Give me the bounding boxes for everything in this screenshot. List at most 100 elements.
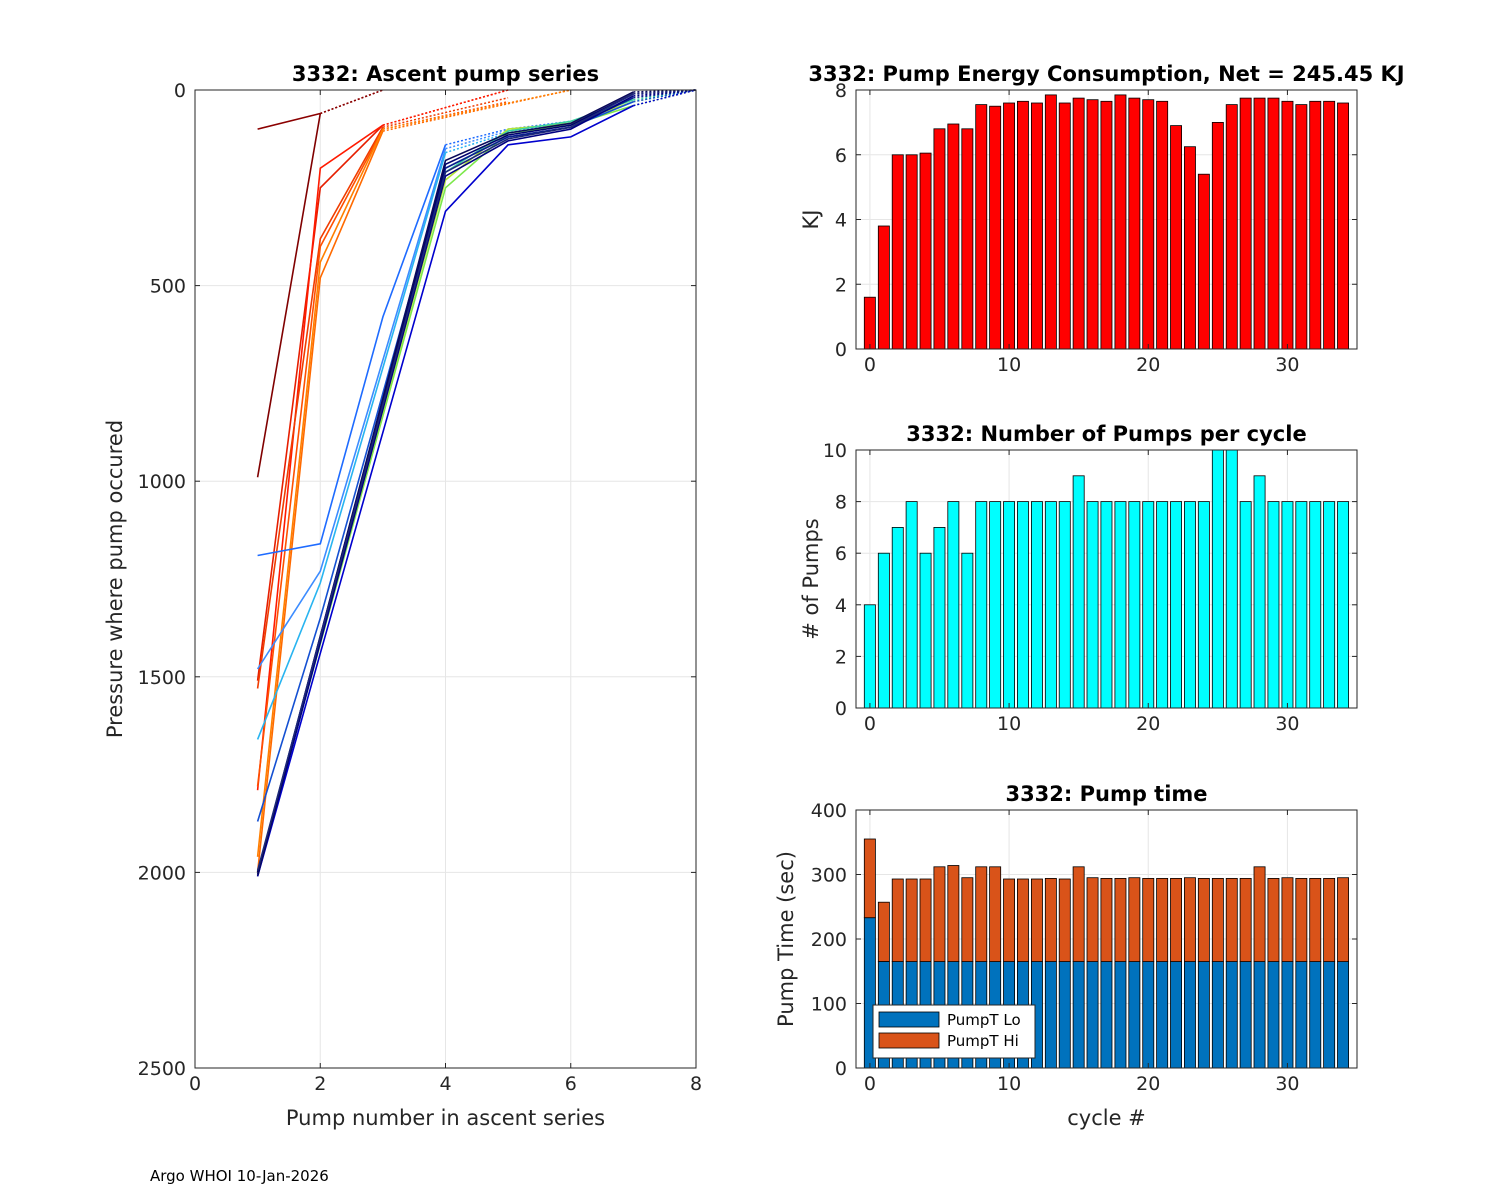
x-tick-label: 8 <box>690 1073 702 1095</box>
bar <box>1225 449 1238 709</box>
bar <box>1114 501 1127 709</box>
bar-segment <box>1295 878 1308 963</box>
bar <box>1239 97 1252 350</box>
bar <box>891 527 904 709</box>
bar <box>975 501 988 709</box>
y-tick-label: 2 <box>835 646 847 668</box>
bar <box>1156 100 1169 350</box>
legend-entry: PumpT Lo <box>947 1011 1021 1029</box>
bar-segment <box>947 865 960 962</box>
bar <box>1086 501 1099 709</box>
bar-segment <box>1044 878 1057 963</box>
bar-segment <box>1197 878 1210 963</box>
y-axis-label: KJ <box>799 210 823 230</box>
bar <box>1031 501 1043 709</box>
bar <box>1128 501 1141 709</box>
series-line <box>256 124 384 791</box>
bar-segment <box>905 878 918 962</box>
chart-title: 3332: Pump Energy Consumption, Net = 245… <box>808 62 1404 86</box>
x-tick-label: 6 <box>565 1073 577 1095</box>
bar <box>1267 97 1280 350</box>
bar-segment <box>1211 961 1224 1069</box>
x-tick-label: 30 <box>1275 1073 1299 1095</box>
bar <box>1281 100 1294 350</box>
y-tick-label: 6 <box>835 145 847 167</box>
bar-segment <box>1058 961 1071 1069</box>
series-tail <box>633 89 697 107</box>
y-axis-label: # of Pumps <box>799 518 823 640</box>
bar <box>1072 475 1085 709</box>
bar <box>961 128 974 350</box>
bar <box>877 225 890 350</box>
bar-segment <box>1281 961 1294 1069</box>
bar <box>1003 102 1016 350</box>
bar <box>1295 501 1308 709</box>
series-line <box>256 130 384 873</box>
y-tick-label: 0 <box>174 80 186 102</box>
series-line <box>256 128 384 787</box>
bar <box>1211 122 1224 350</box>
y-tick-label: 1500 <box>138 667 186 689</box>
series-line <box>257 144 447 557</box>
bar <box>1267 501 1280 709</box>
bar-segment <box>933 866 946 962</box>
bar-segment <box>1086 877 1099 963</box>
bar-segment <box>1267 961 1280 1069</box>
bar <box>947 501 960 709</box>
bar <box>1058 102 1071 350</box>
bar-segment <box>1142 878 1155 963</box>
x-tick-label: 4 <box>439 1073 451 1095</box>
series-tail <box>320 89 384 115</box>
x-tick-label: 0 <box>864 354 876 376</box>
bar-segment <box>1156 878 1169 963</box>
bar <box>1142 501 1155 709</box>
y-tick-label: 0 <box>835 698 847 720</box>
legend-swatch <box>878 1011 940 1028</box>
x-tick-label: 0 <box>189 1073 201 1095</box>
bar-segment <box>1253 866 1266 962</box>
bar <box>1044 501 1057 709</box>
bar-segment <box>1170 961 1183 1069</box>
chart-title: 3332: Pump time <box>1005 782 1207 806</box>
x-tick-label: 30 <box>1275 354 1299 376</box>
bar <box>863 604 876 709</box>
bar <box>877 552 890 709</box>
bar <box>1156 501 1169 709</box>
series-line <box>256 113 322 478</box>
bar-segment <box>1017 878 1029 962</box>
series-line <box>256 148 447 670</box>
bar <box>1142 99 1155 350</box>
bar-segment <box>1309 878 1322 963</box>
y-tick-label: 4 <box>835 595 847 617</box>
x-axis-label: Pump number in ascent series <box>286 1106 605 1130</box>
bar <box>919 552 932 709</box>
bar <box>1044 94 1057 350</box>
chart-ascent: 0 2 4 6 8 0 500 1000 1500 2000 2500 3332: Ascent pu… <box>103 62 702 1130</box>
bar-segment <box>1239 961 1252 1069</box>
bar <box>1058 501 1071 709</box>
y-tick-label: 100 <box>811 994 847 1016</box>
bar-segment <box>1239 878 1252 963</box>
x-tick-label: 0 <box>864 1073 876 1095</box>
bar <box>1309 501 1322 709</box>
bar <box>1170 501 1183 709</box>
bar-segment <box>1170 878 1183 963</box>
bar <box>1072 97 1085 350</box>
legend-swatch <box>878 1032 940 1049</box>
y-tick-label: 2500 <box>138 1058 186 1080</box>
series-tail <box>633 89 697 95</box>
bar-segment <box>1309 961 1322 1069</box>
bar <box>891 154 904 350</box>
bar-segment <box>1211 878 1224 963</box>
y-tick-label: 1000 <box>138 471 186 493</box>
x-tick-label: 20 <box>1136 354 1160 376</box>
legend-entry: PumpT Hi <box>947 1032 1019 1050</box>
bar-segment <box>1086 961 1099 1069</box>
bar-segment <box>1295 961 1308 1069</box>
bar-segment <box>1197 961 1210 1069</box>
y-tick-label: 10 <box>823 440 847 462</box>
bar-segment <box>1128 961 1141 1069</box>
bar <box>1031 102 1043 350</box>
bar-segment <box>1072 866 1085 962</box>
